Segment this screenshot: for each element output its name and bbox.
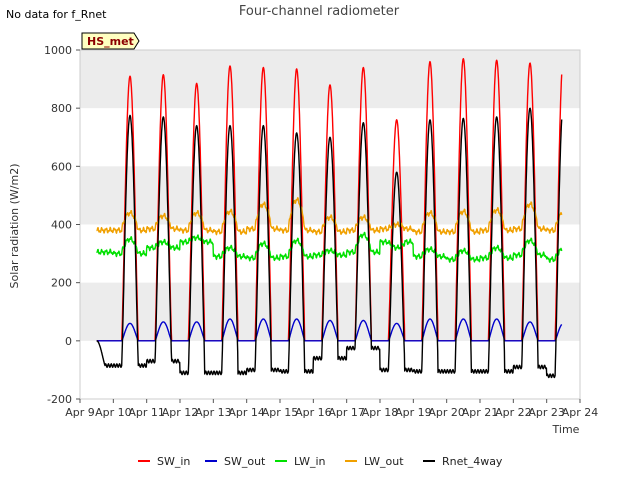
y-tick-label: 800 [51,102,72,115]
x-tick-label: Apr 15 [262,406,299,419]
legend-label: LW_in [294,455,326,468]
x-tick-label: Apr 14 [228,406,265,419]
x-tick-label: Apr 17 [328,406,365,419]
legend-label: SW_out [224,455,266,468]
badge-shape [81,32,140,50]
grid-band [80,166,580,225]
x-tick-label: Apr 16 [295,406,332,419]
series-line-sw-out [96,318,563,342]
y-axis-label: Solar radiation (W/m2) [8,163,21,288]
series-line-rnet-4way [96,107,563,379]
legend-label: SW_in [157,455,190,468]
y-tick-label: 600 [51,160,72,173]
grid-band [80,282,580,341]
x-tick-label: Apr 24 [562,406,599,419]
x-tick-label: Apr 20 [428,406,465,419]
x-tick-label: Apr 18 [362,406,399,419]
legend-label: LW_out [364,455,404,468]
y-tick-label: 1000 [44,44,72,57]
x-tick-label: Apr 13 [195,406,232,419]
series-layer [96,58,563,379]
legend-label: Rnet_4way [442,455,503,468]
plot-background-bands [80,50,580,341]
y-tick-label: 0 [65,335,72,348]
station-badge: HS_met [81,32,140,50]
x-tick-label: Apr 21 [462,406,499,419]
x-tick-label: Apr 19 [395,406,432,419]
x-axis-label: Time [552,423,580,436]
x-tick-label: Apr 10 [95,406,132,419]
no-data-note: No data for f_Rnet [6,8,107,21]
x-tick-label: Apr 11 [128,406,165,419]
series-line-lw-out [96,197,563,236]
y-tick-label: 400 [51,219,72,232]
grid-band [80,50,580,109]
y-tick-label: 200 [51,277,72,290]
badge-label: HS_met [87,35,134,48]
legend: SW_in SW_out LW_in LW_out Rnet_4way [138,455,503,468]
chart-title: Four-channel radiometer [239,4,400,19]
x-tick-label: Apr 12 [162,406,199,419]
x-tick-label: Apr 9 [65,406,95,419]
x-tick-label: Apr 23 [528,406,565,419]
y-axis-ticks: -200 0 200 400 600 800 1000 [44,44,80,406]
x-tick-label: Apr 22 [495,406,532,419]
y-tick-label: -200 [47,393,72,406]
series-line-lw-in [96,231,563,263]
